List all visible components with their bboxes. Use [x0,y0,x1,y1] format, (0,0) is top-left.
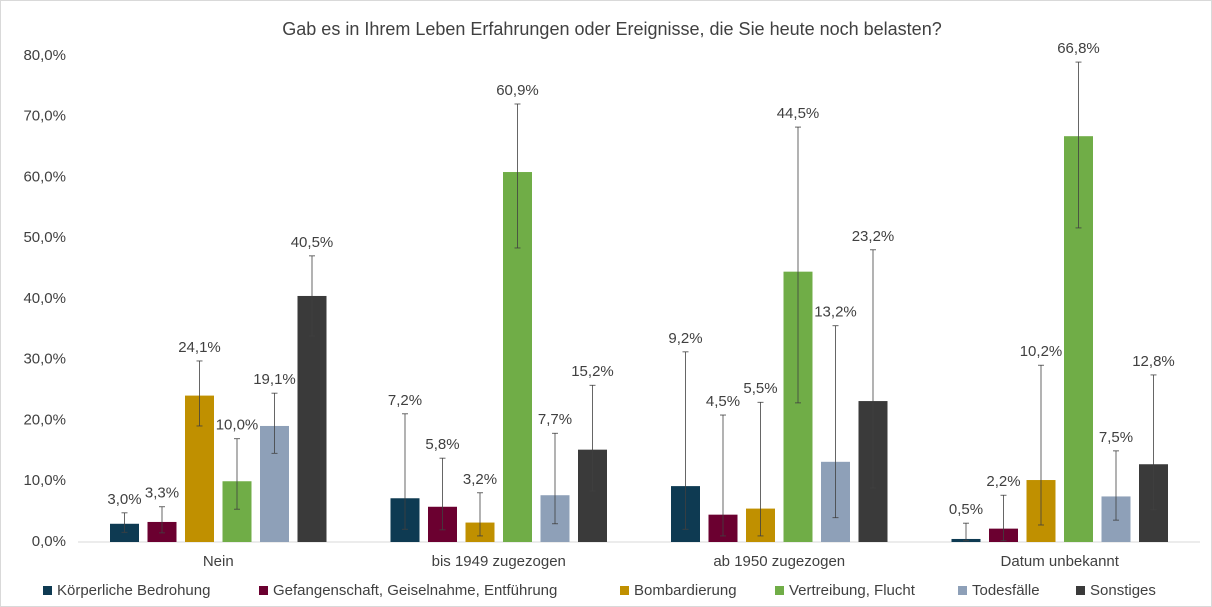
legend-label: Sonstiges [1090,582,1156,599]
data-label: 10,0% [216,417,259,434]
x-tick-label: bis 1949 zugezogen [432,553,566,570]
y-tick-label: 70,0% [23,108,66,125]
data-label: 7,7% [538,411,572,428]
data-label: 4,5% [706,393,740,410]
data-label: 2,2% [986,473,1020,490]
y-tick-label: 40,0% [23,290,66,307]
y-tick-label: 50,0% [23,229,66,246]
data-label: 3,0% [107,491,141,508]
data-label: 13,2% [814,304,857,321]
data-label: 60,9% [496,82,539,99]
x-tick-label: Datum unbekannt [1001,553,1120,570]
y-tick-label: 30,0% [23,351,66,368]
legend-label: Gefangenschaft, Geiselnahme, Entführung [273,582,557,599]
bar [297,295,327,542]
bar [110,523,139,542]
y-tick-label: 10,0% [23,472,66,489]
legend-swatch [259,586,268,595]
data-label: 7,2% [388,392,422,409]
data-label: 12,8% [1132,353,1175,370]
legend-label: Bombardierung [634,582,737,599]
y-tick-label: 80,0% [23,47,66,64]
data-label: 10,2% [1020,343,1063,360]
data-label: 5,5% [743,380,777,397]
chart-title: Gab es in Ihrem Leben Erfahrungen oder E… [282,19,941,39]
legend-swatch [958,586,967,595]
data-label: 9,2% [668,330,702,347]
data-label: 3,2% [463,471,497,488]
y-tick-label: 0,0% [32,533,66,550]
data-label: 3,3% [145,485,179,502]
legend-label: Todesfälle [972,582,1040,599]
x-tick-label: Nein [203,553,234,570]
data-label: 0,5% [949,501,983,518]
data-label: 23,2% [852,228,895,245]
data-label: 66,8% [1057,40,1100,57]
data-label: 15,2% [571,363,614,380]
data-label: 24,1% [178,339,221,356]
data-label: 5,8% [425,436,459,453]
data-label: 40,5% [291,234,334,251]
legend-label: Vertreibung, Flucht [789,582,916,599]
legend-swatch [43,586,52,595]
data-label: 44,5% [777,105,820,122]
legend-swatch [775,586,784,595]
y-tick-label: 20,0% [23,411,66,428]
y-tick-label: 60,0% [23,168,66,185]
legend-label: Körperliche Bedrohung [57,582,210,599]
data-label: 7,5% [1099,429,1133,446]
data-label: 19,1% [253,371,296,388]
legend-swatch [1076,586,1085,595]
legend-swatch [620,586,629,595]
x-tick-label: ab 1950 zugezogen [713,553,845,570]
